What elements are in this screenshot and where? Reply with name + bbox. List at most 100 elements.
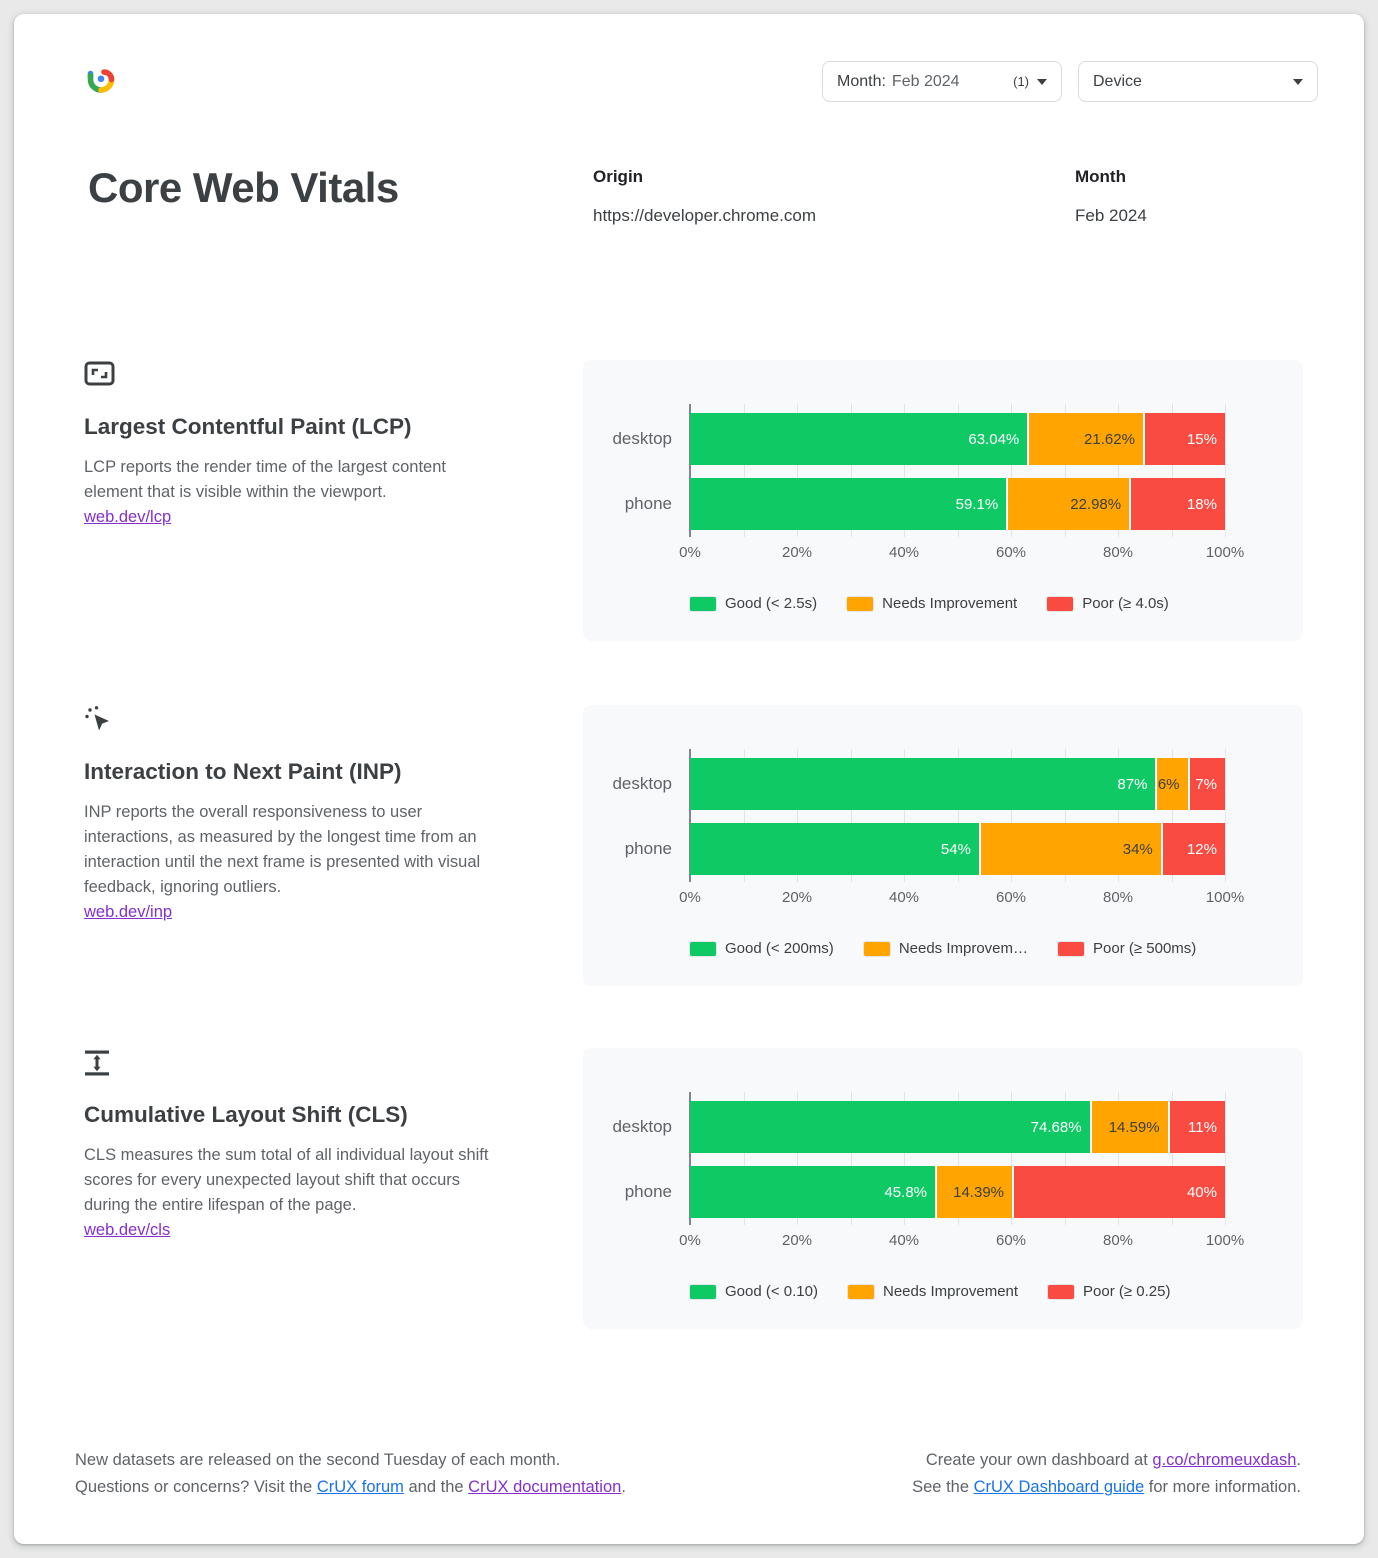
grid-line: [904, 1092, 905, 1225]
segment-value-label: 34%: [1122, 840, 1153, 858]
legend-label: Good (< 2.5s): [725, 595, 818, 612]
y-axis-line: [689, 1092, 691, 1225]
footer-text: Create your own dashboard at: [925, 1451, 1153, 1469]
lcp-desktop-ni-segment[interactable]: 21.62%: [1027, 413, 1143, 465]
inp-bar-phone: 54% 34% 12%: [690, 823, 1225, 875]
lcp-desktop-good-segment[interactable]: 63.04%: [690, 413, 1028, 465]
grid-line: [797, 404, 798, 537]
cls-legend-item-good[interactable]: Good (< 0.10): [690, 1283, 818, 1300]
lcp-category-label-desktop: desktop: [612, 429, 672, 448]
grid-line: [743, 749, 745, 882]
month-filter-value: Feb 2024: [891, 72, 960, 90]
filter-bar: Month: Feb 2024 (1) Device: [822, 61, 1318, 102]
device-filter-dropdown[interactable]: Device: [1078, 61, 1318, 102]
cls-bar-phone: 45.8% 14.39% 40%: [690, 1166, 1225, 1218]
cls-desktop-ni-segment[interactable]: 14.59%: [1089, 1101, 1168, 1153]
inp-desktop-poor-segment[interactable]: 7%: [1187, 758, 1225, 810]
good-swatch: [690, 1284, 716, 1299]
inp-phone-poor-segment[interactable]: 12%: [1160, 823, 1225, 875]
grid-line: [1118, 749, 1119, 882]
crux-forum-link[interactable]: CrUX forum: [316, 1478, 404, 1496]
segment-value-label: 22.98%: [1070, 495, 1122, 513]
month-filter-count: (1): [1013, 74, 1029, 89]
cls-phone-good-segment[interactable]: 45.8%: [690, 1166, 936, 1218]
inp-legend-item-ni[interactable]: Needs Improvem…: [863, 940, 1028, 957]
lcp-phone-poor-segment[interactable]: 18%: [1129, 478, 1225, 530]
lcp-icon: [84, 361, 534, 391]
ni-swatch: [847, 1284, 874, 1299]
inp-bar-desktop: 87% 6% 7%: [690, 758, 1225, 810]
inp-chart: desktop 87% 6% 7% phone 54% 34% 12% 0% 20% 40% 60% 8…: [583, 705, 1303, 986]
poor-swatch: [1058, 941, 1085, 956]
month-filter-dropdown[interactable]: Month: Feb 2024 (1): [822, 61, 1062, 102]
x-axis-tick: 20%: [781, 889, 813, 906]
cls-section: Cumulative Layout Shift (CLS) CLS measur…: [84, 1049, 534, 1243]
crux-dashboard-guide-link[interactable]: CrUX Dashboard guide: [973, 1478, 1145, 1496]
inp-legend-item-good[interactable]: Good (< 200ms): [690, 940, 834, 957]
lcp-category-label-phone: phone: [624, 494, 672, 513]
inp-icon: [84, 706, 534, 736]
segment-value-label: 59.1%: [955, 495, 999, 513]
lcp-phone-ni-segment[interactable]: 22.98%: [1006, 478, 1130, 530]
cls-legend: Good (< 0.10) Needs Improvement Poor (≥ 0.…: [690, 1283, 1170, 1300]
good-swatch: [690, 941, 716, 956]
segment-value-label: 63.04%: [968, 430, 1020, 448]
inp-category-label-desktop: desktop: [612, 774, 672, 793]
cls-legend-item-ni[interactable]: Needs Improvement: [847, 1283, 1019, 1300]
y-axis-line: [689, 404, 691, 537]
footer-text: and the: [403, 1478, 469, 1496]
inp-desktop-ni-segment[interactable]: 6%: [1155, 758, 1188, 810]
x-axis-tick: 80%: [1102, 1232, 1134, 1249]
legend-label: Needs Improvement: [882, 595, 1018, 612]
lcp-desktop-poor-segment[interactable]: 15%: [1142, 413, 1225, 465]
grid-line: [1064, 404, 1066, 537]
segment-value-label: 54%: [940, 840, 971, 858]
month-filter-label: Month:: [837, 72, 886, 90]
chromeuxdash-link[interactable]: g.co/chromeuxdash: [1152, 1451, 1297, 1469]
poor-swatch: [1047, 596, 1074, 611]
x-axis-tick: 80%: [1102, 889, 1134, 906]
x-axis-tick: 40%: [888, 889, 920, 906]
inp-phone-ni-segment[interactable]: 34%: [978, 823, 1161, 875]
cls-bar-desktop: 74.68% 14.59% 11%: [690, 1101, 1225, 1153]
lcp-description: LCP reports the render time of the large…: [84, 458, 446, 501]
crux-documentation-link[interactable]: CrUX documentation: [468, 1478, 622, 1496]
cls-icon: [84, 1049, 534, 1079]
grid-line: [904, 404, 905, 537]
lcp-legend-item-good[interactable]: Good (< 2.5s): [690, 595, 817, 612]
inp-desktop-good-segment[interactable]: 87%: [690, 758, 1156, 810]
cls-desktop-poor-segment[interactable]: 11%: [1167, 1101, 1225, 1153]
crux-logo: [83, 64, 119, 103]
segment-value-label: 7%: [1195, 775, 1217, 793]
lcp-legend-item-ni[interactable]: Needs Improvement: [847, 595, 1017, 612]
inp-phone-good-segment[interactable]: 54%: [690, 823, 979, 875]
cls-link[interactable]: web.dev/cls: [84, 1221, 171, 1239]
x-axis-tick: 100%: [1205, 1232, 1245, 1249]
cls-chart: desktop 74.68% 14.59% 11% phone 45.8% 14.39% 40…: [583, 1048, 1303, 1329]
cls-phone-ni-segment[interactable]: 14.39%: [935, 1166, 1012, 1218]
x-axis-tick: 20%: [781, 544, 813, 561]
inp-link[interactable]: web.dev/inp: [84, 903, 173, 921]
lcp-link[interactable]: web.dev/lcp: [84, 508, 172, 526]
segment-value-label: 14.59%: [1108, 1118, 1160, 1136]
legend-label: Needs Improvement: [882, 1283, 1019, 1300]
cls-legend-item-poor[interactable]: Poor (≥ 0.25): [1048, 1283, 1170, 1300]
lcp-phone-good-segment[interactable]: 59.1%: [690, 478, 1007, 530]
origin-column: Origin https://developer.chrome.com: [593, 167, 816, 226]
inp-legend-item-poor[interactable]: Poor (≥ 500ms): [1058, 940, 1196, 957]
segment-value-label: 74.68%: [1030, 1118, 1082, 1136]
lcp-bar-phone: 59.1% 22.98% 18%: [690, 478, 1225, 530]
cls-phone-poor-segment[interactable]: 40%: [1012, 1166, 1225, 1218]
footer-text: See the: [912, 1478, 974, 1496]
chevron-down-icon: [1037, 78, 1047, 85]
cls-desktop-good-segment[interactable]: 74.68%: [690, 1101, 1090, 1153]
grid-line: [797, 1092, 798, 1225]
origin-label: Origin: [593, 167, 644, 186]
legend-label: Poor (≥ 4.0s): [1082, 595, 1169, 612]
lcp-legend-item-poor[interactable]: Poor (≥ 4.0s): [1047, 595, 1169, 612]
grid-line: [904, 749, 905, 882]
grid-line: [850, 749, 852, 882]
footer-release-note: New datasets are released on the second …: [75, 1451, 561, 1469]
legend-label: Poor (≥ 500ms): [1093, 940, 1197, 957]
y-axis-line: [689, 749, 691, 882]
